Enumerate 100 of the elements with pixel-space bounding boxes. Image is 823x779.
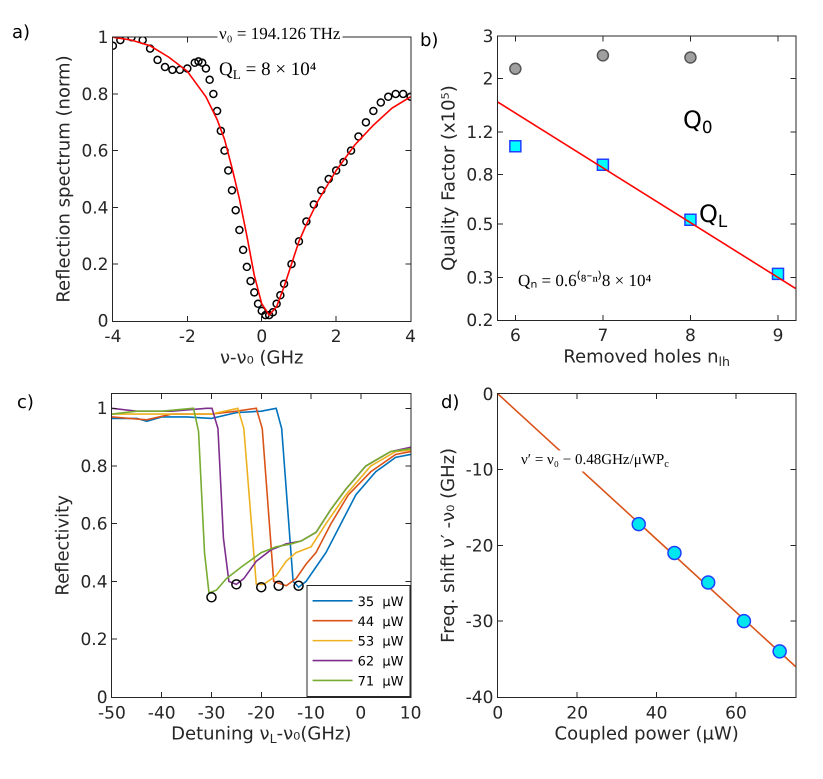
point (272, 300, 281, 308)
point (246, 276, 255, 286)
point (317, 186, 326, 195)
point (324, 174, 333, 184)
y-tick-label: -40 (466, 688, 494, 708)
point (596, 49, 610, 62)
y-tick-label: 2 (482, 70, 494, 90)
legend-label: 62 μW (358, 654, 404, 670)
point (667, 546, 682, 560)
point (772, 644, 787, 659)
point (176, 66, 184, 74)
x-axis-title: Detuning ν$_{L}$-ν₀(GHz) (171, 723, 352, 746)
y-tick-label: 1 (96, 399, 108, 420)
point (235, 226, 244, 234)
point (153, 56, 162, 64)
point (160, 62, 170, 72)
text: b) (420, 30, 438, 51)
point (194, 57, 203, 66)
y-tick-label: 0 (482, 384, 494, 405)
x-tick-label: 2 (330, 327, 342, 348)
y-tick-label: 0.5 (466, 214, 494, 235)
y-tick-label: 0.3 (466, 268, 494, 288)
point (294, 237, 304, 246)
point (362, 118, 370, 127)
point (231, 206, 240, 214)
point (138, 37, 147, 44)
point (146, 44, 154, 53)
y-tick-label: 0.8 (80, 456, 108, 477)
point (276, 291, 285, 300)
point (310, 200, 318, 209)
y-tick-label: 3 (482, 27, 494, 48)
y-tick-label: 0.2 (466, 310, 494, 331)
point (261, 310, 270, 320)
point (212, 106, 222, 116)
x-tick-label: 40 (646, 703, 668, 724)
point (280, 280, 288, 288)
x-tick-label: -2 (178, 327, 196, 348)
x-tick-label: -50 (98, 703, 126, 724)
point (736, 614, 752, 628)
series-label: Q$_{0}$ (683, 106, 713, 138)
y-tick-label: 0.4 (80, 572, 108, 592)
legend-label: 71 μW (358, 674, 404, 690)
point (254, 300, 262, 308)
legend-label: 35 μW (358, 594, 404, 610)
point (632, 516, 646, 532)
point (264, 310, 274, 320)
point (376, 98, 386, 107)
y-tick-label: -30 (466, 612, 494, 632)
point (384, 92, 392, 102)
point (354, 132, 363, 141)
y-tick-label: 0.2 (80, 630, 108, 650)
annotation: Q$_{L}$ = 8 × 10⁴ (219, 59, 317, 82)
point (168, 66, 177, 74)
point (257, 306, 266, 316)
x-tick-label: 9 (772, 326, 784, 346)
x-tick-label: 60 (725, 703, 747, 724)
point (339, 158, 348, 166)
x-tick-label: -10 (297, 703, 325, 724)
x-tick-label: 7 (597, 326, 608, 346)
point (224, 166, 232, 175)
point (198, 58, 206, 68)
point (190, 58, 200, 68)
x-tick-label: 20 (566, 703, 588, 724)
y-tick-label: 0.4 (81, 198, 108, 218)
y-axis-title: Quality Factor (x10⁵) (438, 85, 460, 271)
point (509, 62, 522, 75)
y-axis-title: Freq. shift ν′ -ν₀ (GHz) (438, 448, 459, 643)
point (216, 126, 226, 136)
x-tick-label: -30 (198, 703, 226, 724)
x-tick-label: 8 (685, 326, 696, 346)
annotation: ν′ = ν₀ − 0.48GHz/μWP$_{c}$ (521, 452, 670, 470)
point (238, 246, 248, 254)
point (391, 90, 400, 98)
x-tick-label: 6 (510, 326, 521, 346)
point (684, 51, 697, 64)
y-tick-label: 1.2 (466, 123, 494, 144)
point (183, 64, 192, 73)
x-tick-label: 4 (405, 327, 416, 348)
text: c) (17, 392, 34, 413)
y-tick-label: 0.8 (466, 166, 494, 186)
point (287, 260, 296, 268)
x-axis-title: ν-ν₀ (GHz (220, 347, 304, 368)
point (302, 217, 311, 226)
legend-label: 44 μW (358, 614, 404, 630)
y-axis-title: Reflection spectrum (norm) (54, 55, 75, 303)
x-axis-title: Removed holes n$_{lh}$ (563, 346, 730, 370)
point (202, 64, 210, 73)
y-tick-label: 0.8 (81, 84, 108, 105)
x-tick-label: 0 (256, 327, 268, 348)
y-tick-label: 0.6 (80, 514, 108, 535)
point (398, 90, 408, 98)
y-tick-label: -10 (466, 460, 494, 481)
point (700, 575, 716, 590)
series-label: Q$_{L}$ (699, 200, 728, 232)
point (220, 146, 229, 155)
point (293, 580, 304, 592)
legend-label: 53 μW (358, 634, 404, 650)
x-tick-label: 10 (400, 703, 422, 724)
x-axis-title: Coupled power (μW) (554, 723, 739, 744)
point (268, 308, 278, 317)
